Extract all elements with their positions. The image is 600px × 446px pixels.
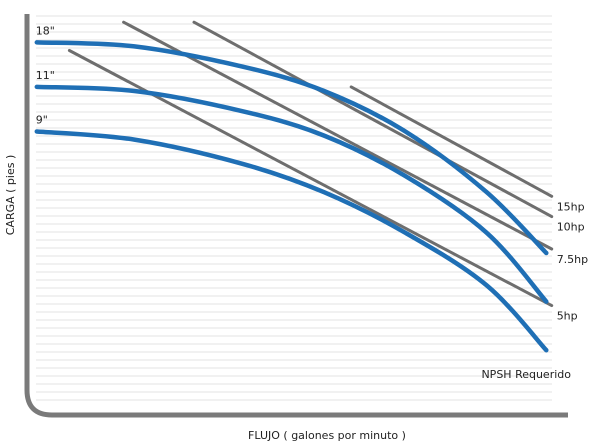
- power-label: 7.5hp: [557, 253, 588, 266]
- series-layer: [34, 20, 554, 353]
- impeller-curve: [34, 129, 549, 353]
- impeller-label: 11": [36, 69, 55, 82]
- y-axis-label: CARGA ( pies ): [4, 155, 17, 236]
- impeller-label: 18": [36, 24, 55, 37]
- npsh-annotation: NPSH Requerido: [481, 368, 571, 381]
- series-labels: 15hp 10hp 7.5hp 5hp 18" 11" 9": [36, 24, 588, 322]
- power-label: 10hp: [557, 221, 585, 234]
- power-line-7-5hp: [122, 20, 554, 251]
- power-line-10hp: [192, 20, 554, 219]
- power-line-15hp: [349, 85, 554, 198]
- power-label: 5hp: [557, 310, 578, 323]
- power-label: 15hp: [557, 200, 585, 213]
- x-axis-label: FLUJO ( galones por minuto ): [248, 429, 406, 442]
- impeller-curve: [34, 84, 549, 304]
- impeller-label: 9": [36, 114, 48, 127]
- impeller-curve: [34, 40, 549, 256]
- axes: [24, 14, 568, 418]
